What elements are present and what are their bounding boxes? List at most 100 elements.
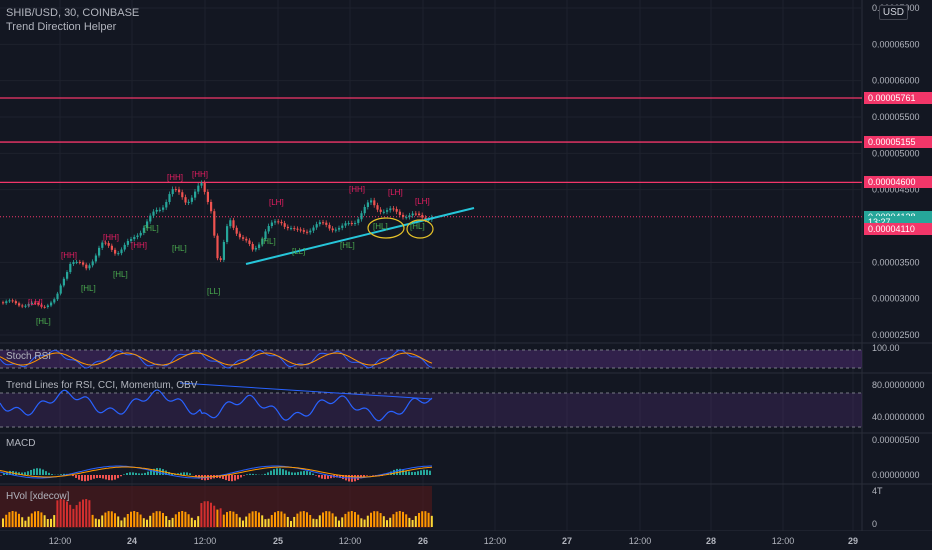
hvol-bar <box>248 513 251 527</box>
hvol-bar <box>395 511 398 527</box>
candle-body <box>219 258 222 260</box>
macd-histogram-bar <box>243 475 245 476</box>
hvol-bar <box>149 515 152 527</box>
macd-histogram-bar <box>306 471 308 475</box>
macd-tick: 0.00000500 <box>872 435 920 445</box>
macd-histogram-bar <box>408 471 410 475</box>
candle-body <box>85 264 88 269</box>
price-axis-bg <box>862 0 932 550</box>
hvol-bar <box>88 500 91 527</box>
hvol-bar <box>146 519 148 527</box>
hvol-bar <box>126 513 129 527</box>
candle-body <box>197 185 200 192</box>
hvol-bar <box>133 511 136 527</box>
indicator-title[interactable]: Trend Direction Helper <box>6 21 117 33</box>
hvol-bar <box>165 516 168 527</box>
hvol-bar <box>430 515 433 527</box>
macd-histogram-bar <box>405 470 407 475</box>
hvol-bar <box>235 513 238 527</box>
swing-label: [HH] <box>103 233 119 242</box>
candle-body <box>299 229 302 231</box>
candle-body <box>376 205 379 210</box>
candle-body <box>382 211 385 213</box>
swing-label: [HL] <box>340 241 355 250</box>
hvol-bar <box>24 520 27 527</box>
hvol-bar <box>299 511 302 527</box>
candle-body <box>152 211 155 216</box>
candle-body <box>11 300 14 302</box>
hvol-bar <box>120 520 123 527</box>
hvol-bar <box>254 511 257 527</box>
candle-body <box>117 253 120 255</box>
candle-body <box>213 211 216 236</box>
candle-body <box>75 261 78 263</box>
hvol-bar <box>325 511 328 527</box>
macd-histogram-bar <box>336 475 338 478</box>
time-axis-label: 25 <box>273 536 283 546</box>
stoch-band <box>0 350 862 368</box>
macd-histogram-bar <box>300 471 302 475</box>
macd-histogram-bar <box>126 472 128 475</box>
rsi-trendline <box>179 382 433 400</box>
hvol-bar <box>30 513 33 527</box>
hvol-bar <box>408 517 411 527</box>
hvol-bar <box>293 516 296 527</box>
candle-body <box>107 243 110 246</box>
hvol-bar <box>168 520 171 527</box>
macd-histogram-bar <box>51 474 53 475</box>
macd-histogram-bar <box>318 475 320 478</box>
hvol-bar <box>123 517 126 527</box>
macd-histogram-bar <box>231 475 233 482</box>
stoch-rsi-label[interactable]: Stoch RSI <box>6 351 52 362</box>
candle-body <box>142 227 145 233</box>
hvol-bar <box>373 511 376 527</box>
candle-body <box>264 231 267 239</box>
macd-histogram-bar <box>315 475 317 476</box>
macd-label[interactable]: MACD <box>6 438 36 449</box>
trend-lines-label[interactable]: Trend Lines for RSI, CCI, Momentum, OBV <box>6 380 198 391</box>
macd-histogram-bar <box>270 470 272 475</box>
hvol-bar <box>98 519 100 527</box>
macd-histogram-bar <box>327 475 329 479</box>
candle-body <box>226 226 229 242</box>
hvol-bar <box>392 514 395 527</box>
macd-histogram-bar <box>105 475 107 480</box>
price-tick-label: 0.00002500 <box>872 330 920 340</box>
macd-histogram-bar <box>264 473 266 475</box>
hvol-bar <box>258 512 260 527</box>
candle-body <box>398 211 401 215</box>
macd-histogram-bar <box>153 468 155 475</box>
currency-badge[interactable]: USD <box>878 5 908 20</box>
price-tag: 0.00005761 <box>864 92 932 105</box>
candle-body <box>184 197 187 203</box>
hvol-label[interactable]: HVol [xdecow] <box>6 491 70 502</box>
hvol-bar <box>264 519 267 527</box>
hvol-bar <box>216 509 219 527</box>
candle-body <box>190 197 193 202</box>
macd-histogram-bar <box>246 474 248 475</box>
candle-body <box>21 305 24 307</box>
macd-signal-line <box>0 466 433 478</box>
macd-histogram-bar <box>111 475 113 481</box>
macd-histogram-bar <box>189 473 191 475</box>
candle-body <box>168 194 171 202</box>
hvol-bar <box>306 512 308 527</box>
candle-body <box>363 206 366 214</box>
price-tag: 0.00004600 <box>864 176 932 189</box>
candle-body <box>347 223 350 225</box>
macd-histogram-bar <box>429 470 431 475</box>
candle-body <box>210 201 213 212</box>
hvol-bar <box>350 511 353 527</box>
candle-body <box>242 237 245 239</box>
candle-body <box>206 191 209 202</box>
hvol-bar <box>312 518 315 527</box>
hvol-bar <box>69 504 72 527</box>
symbol-title[interactable]: SHIB/USD, 30, COINBASE <box>6 7 140 19</box>
hvol-bar <box>34 511 36 527</box>
candle-body <box>411 213 414 216</box>
candle-body <box>72 262 75 264</box>
macd-histogram-bar <box>78 475 80 480</box>
candle-body <box>62 278 65 286</box>
